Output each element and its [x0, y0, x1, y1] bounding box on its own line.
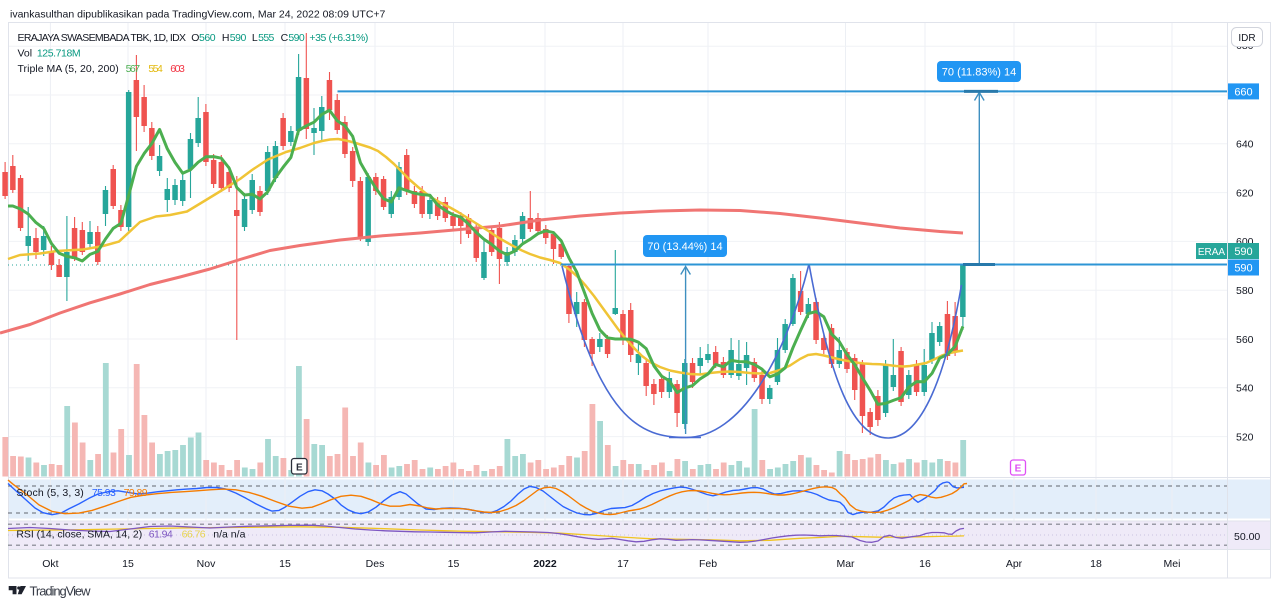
svg-text:18: 18: [1090, 558, 1102, 570]
svg-text:C: C: [281, 32, 289, 44]
svg-text:590: 590: [1234, 246, 1252, 258]
svg-text:125.718M: 125.718M: [37, 48, 81, 60]
svg-text:RSI (14, close, SMA, 14, 2): RSI (14, close, SMA, 14, 2): [16, 529, 142, 541]
svg-text:n/a n/a: n/a n/a: [213, 529, 245, 541]
svg-text:560: 560: [1236, 334, 1254, 346]
svg-text:640: 640: [1236, 139, 1254, 151]
svg-text:H: H: [222, 32, 230, 44]
svg-text:554: 554: [148, 63, 163, 75]
svg-text:E: E: [296, 463, 303, 474]
svg-text:555: 555: [258, 32, 274, 44]
svg-text:Triple MA (5, 20, 200): Triple MA (5, 20, 200): [18, 63, 119, 75]
svg-text:ERAJAYA SWASEMBADA TBK, 1D, ID: ERAJAYA SWASEMBADA TBK, 1D, IDX: [18, 32, 187, 44]
svg-text:620: 620: [1236, 187, 1254, 199]
svg-text:ivankasulthan dipublikasikan p: ivankasulthan dipublikasikan pada Tradin…: [10, 9, 386, 21]
svg-text:2022: 2022: [533, 558, 557, 570]
svg-text:590: 590: [1234, 263, 1252, 275]
svg-text:567: 567: [126, 63, 141, 75]
svg-text:Okt: Okt: [42, 558, 58, 570]
svg-text:79.89: 79.89: [124, 487, 148, 499]
svg-text:Apr: Apr: [1006, 558, 1023, 570]
svg-text:603: 603: [170, 63, 185, 75]
svg-text:Feb: Feb: [699, 558, 717, 570]
svg-text:580: 580: [1236, 285, 1254, 297]
svg-text:L: L: [252, 32, 258, 44]
svg-text:540: 540: [1236, 383, 1254, 395]
svg-text:15: 15: [279, 558, 291, 570]
svg-text:Stoch (5, 3, 3): Stoch (5, 3, 3): [16, 487, 83, 499]
svg-text:520: 520: [1236, 431, 1254, 443]
svg-text:O: O: [191, 32, 199, 44]
svg-text:Mei: Mei: [1164, 558, 1181, 570]
svg-text:17: 17: [617, 558, 629, 570]
svg-text:Des: Des: [366, 558, 385, 570]
svg-text:+35 (+6.31%): +35 (+6.31%): [309, 32, 368, 44]
svg-text:660: 660: [1234, 86, 1252, 98]
svg-text:70 (13.44%) 14: 70 (13.44%) 14: [647, 241, 722, 253]
svg-text:75.93: 75.93: [92, 487, 116, 499]
svg-text:Nov: Nov: [197, 558, 216, 570]
svg-text:16: 16: [919, 558, 931, 570]
svg-text:590: 590: [288, 32, 304, 44]
svg-text:50.00: 50.00: [1234, 531, 1260, 543]
svg-text:15: 15: [448, 558, 460, 570]
svg-text:ERAA: ERAA: [1198, 247, 1226, 258]
svg-text:61.94: 61.94: [149, 529, 173, 541]
svg-text:15: 15: [122, 558, 134, 570]
svg-text:IDR: IDR: [1238, 33, 1255, 44]
svg-text:590: 590: [230, 32, 247, 44]
svg-text:Vol: Vol: [18, 48, 33, 60]
svg-text:560: 560: [199, 32, 216, 44]
svg-text:70 (11.83%) 14: 70 (11.83%) 14: [942, 67, 1016, 79]
svg-text:66.76: 66.76: [182, 529, 206, 541]
svg-text:E: E: [1015, 464, 1022, 475]
svg-text:Mar: Mar: [836, 558, 855, 570]
svg-text:TradingView: TradingView: [30, 584, 92, 599]
